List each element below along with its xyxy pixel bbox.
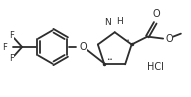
Text: ••: •• — [106, 57, 113, 62]
Text: O: O — [152, 9, 160, 19]
Text: F: F — [2, 42, 7, 52]
Text: N: N — [104, 18, 111, 27]
Text: HCl: HCl — [147, 62, 164, 72]
Text: F: F — [9, 31, 14, 40]
Text: O: O — [79, 42, 87, 52]
Text: O: O — [165, 34, 173, 44]
Text: H: H — [116, 17, 122, 26]
Text: ••: •• — [123, 38, 130, 42]
Text: F: F — [9, 54, 14, 63]
